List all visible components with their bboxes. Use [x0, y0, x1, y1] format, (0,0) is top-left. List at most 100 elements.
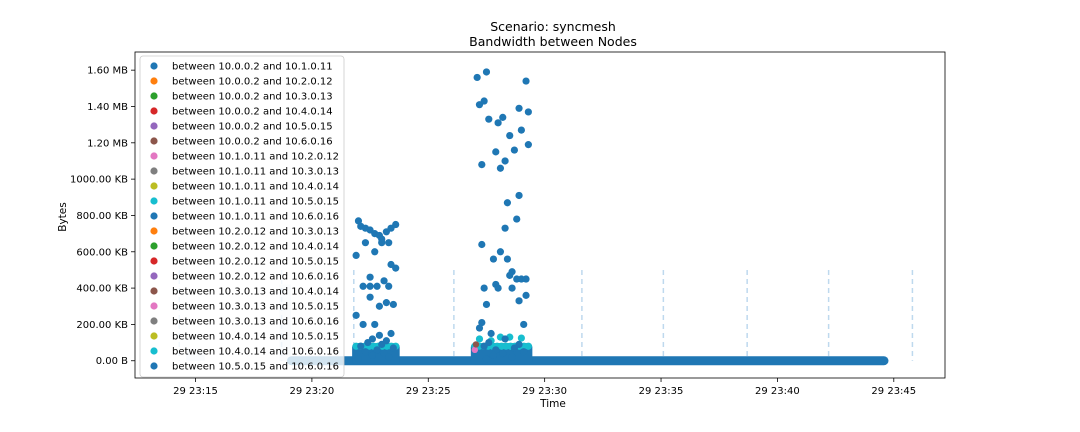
data-point [494, 119, 502, 127]
y-axis-label: Bytes [57, 202, 69, 231]
legend-label: between 10.0.0.2 and 10.6.0.16 [172, 137, 333, 148]
data-point [475, 335, 484, 343]
legend-label: between 10.1.0.11 and 10.5.0.15 [172, 197, 339, 208]
legend-label: between 10.0.0.2 and 10.1.0.11 [172, 62, 333, 73]
data-point [503, 255, 512, 263]
legend-marker [150, 317, 158, 325]
legend-marker [150, 62, 158, 70]
legend-label: between 10.0.0.2 and 10.3.0.13 [172, 92, 333, 103]
data-point [515, 104, 523, 112]
data-point [520, 320, 528, 329]
x-tick-label: 29 23:20 [290, 386, 335, 397]
y-tick-label: 800.00 KB [76, 211, 128, 222]
legend-label: between 10.2.0.12 and 10.5.0.15 [172, 257, 339, 268]
data-point [480, 342, 488, 350]
data-point [501, 335, 509, 343]
data-point [366, 282, 374, 290]
data-point [522, 275, 530, 283]
plot-frame [134, 51, 946, 379]
chart-subtitle: Bandwidth between Nodes [469, 34, 637, 49]
legend-label: between 10.4.0.14 and 10.6.0.16 [172, 347, 339, 358]
data-point [378, 340, 386, 349]
legend-marker [150, 152, 158, 160]
legend-label: between 10.0.0.2 and 10.5.0.15 [172, 122, 333, 133]
baseline-points [286, 356, 889, 366]
data-point [364, 338, 372, 347]
data-point [352, 251, 360, 260]
data-point [492, 346, 500, 354]
data-point [494, 284, 502, 292]
data-point [524, 342, 532, 350]
data-point [501, 157, 509, 165]
legend-marker [150, 107, 158, 115]
legend-marker [150, 197, 158, 205]
y-tick-label: 0.00 B [96, 356, 128, 367]
y-tick-label: 1000.00 KB [70, 175, 128, 186]
legend-marker [150, 182, 158, 190]
data-point [522, 291, 530, 299]
data-point [482, 300, 491, 309]
y-tick-label: 1.40 MB [87, 102, 128, 113]
data-point [375, 331, 383, 339]
data-point [492, 148, 500, 156]
data-point [352, 311, 360, 319]
data-point [501, 224, 509, 232]
data-point [482, 355, 491, 363]
data-point [503, 199, 512, 207]
data-point [475, 324, 484, 332]
data-point [366, 293, 374, 301]
data-point [354, 355, 363, 363]
data-point [373, 282, 381, 290]
data-point [524, 141, 532, 149]
legend-marker [150, 122, 158, 130]
legend-label: between 10.3.0.13 and 10.6.0.16 [172, 317, 339, 328]
data-point [385, 282, 393, 290]
data-point [517, 334, 525, 342]
legend-label: between 10.1.0.11 and 10.2.0.12 [172, 152, 339, 163]
data-point [499, 113, 507, 121]
legend-label: between 10.1.0.11 and 10.4.0.14 [172, 182, 339, 193]
legend-marker [150, 257, 158, 265]
data-point [487, 329, 495, 338]
x-tick-label: 29 23:25 [406, 386, 451, 397]
legend-label: between 10.3.0.13 and 10.5.0.15 [172, 302, 339, 313]
data-point [506, 271, 514, 279]
data-point [357, 342, 365, 350]
legend-marker [150, 272, 158, 280]
legend-marker [150, 347, 158, 355]
data-point [489, 351, 498, 359]
data-point [361, 348, 370, 356]
data-point [472, 341, 480, 348]
data-point [510, 344, 518, 352]
legend-marker [150, 332, 158, 340]
data-point [508, 284, 516, 292]
y-tick-label: 600.00 KB [76, 247, 128, 258]
data-point [520, 348, 528, 356]
data-point [471, 346, 479, 354]
data-point [382, 299, 390, 307]
x-tick-label: 29 23:30 [522, 386, 567, 397]
data-point [378, 239, 386, 247]
data-point [506, 131, 514, 140]
data-point [499, 349, 507, 358]
data-point [359, 320, 367, 329]
y-tick-label: 200.00 KB [76, 320, 128, 331]
data-point [522, 77, 530, 85]
data-point [489, 255, 498, 263]
legend-marker [150, 167, 158, 175]
legend-marker [150, 92, 158, 100]
data-point [478, 161, 486, 169]
legend-label: between 10.2.0.12 and 10.4.0.14 [172, 242, 339, 253]
data-point [389, 344, 397, 352]
data-point [524, 108, 532, 116]
data-point [375, 302, 383, 310]
data-point [359, 282, 367, 290]
legend-label: between 10.2.0.12 and 10.3.0.13 [172, 227, 339, 238]
data-point [517, 126, 525, 134]
legend-marker [150, 77, 158, 85]
chart-title: Scenario: syncmesh [490, 19, 616, 34]
legend: between 10.0.0.2 and 10.1.0.11 between 10… [139, 55, 345, 378]
data-point [389, 300, 397, 309]
data-point [354, 217, 363, 225]
y-tick-label: 400.00 KB [76, 284, 128, 295]
